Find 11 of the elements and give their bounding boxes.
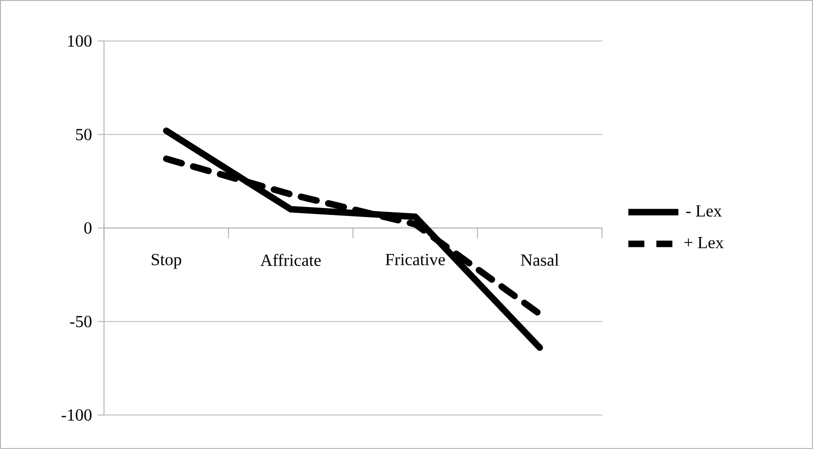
x-tick-label: Affricate bbox=[260, 254, 321, 266]
legend-label: + Lex bbox=[684, 237, 724, 248]
y-tick-label: -100 bbox=[62, 409, 92, 421]
x-tick-label: Fricative bbox=[386, 254, 445, 266]
legend-label: - Lex bbox=[686, 205, 722, 217]
y-tick-label: 100 bbox=[68, 35, 92, 47]
x-tick-label: Stop bbox=[152, 254, 182, 269]
x-tick-label: Nasal bbox=[520, 254, 559, 266]
y-tick-label: -50 bbox=[70, 316, 92, 328]
y-tick-label: 0 bbox=[84, 222, 92, 234]
y-tick-label: 50 bbox=[76, 128, 92, 140]
